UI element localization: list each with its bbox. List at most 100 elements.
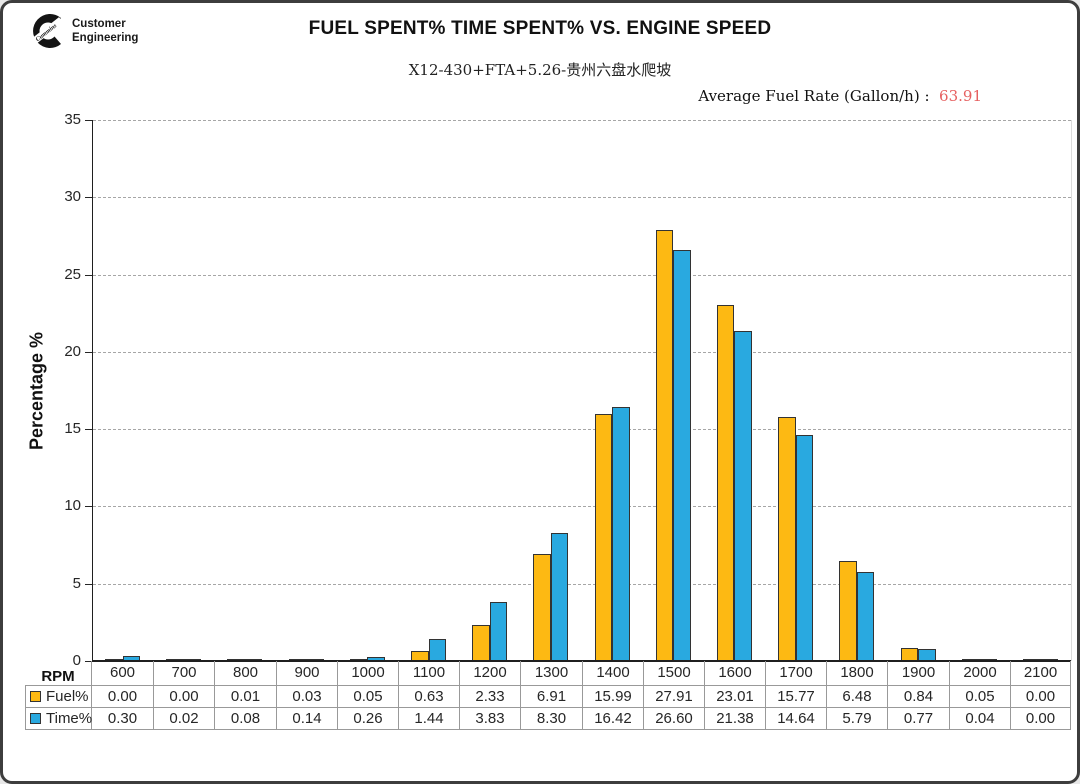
bar-fuel [655, 229, 674, 661]
ytick-mark [85, 661, 92, 662]
gridline [93, 274, 1071, 276]
table-value-cell: 0.63 [398, 686, 459, 708]
xtick-label: 600 [92, 661, 153, 686]
bar-fuel [839, 560, 857, 661]
table-value-cell: 6.48 [826, 686, 887, 708]
xtick-label: 1000 [337, 661, 398, 686]
table-value-cell: 0.00 [92, 686, 153, 708]
series-name: Fuel% [46, 688, 89, 705]
table-value-cell: 14.64 [765, 708, 826, 730]
bar-time [795, 434, 814, 661]
table-value-cell: 0.08 [214, 708, 276, 730]
plot-right-border [1071, 120, 1072, 661]
table-value-cell: 0.01 [214, 686, 276, 708]
table-value-cell: 2.33 [459, 686, 520, 708]
gridline [93, 429, 1071, 431]
table-value-cell: 0.04 [949, 708, 1010, 730]
table-value-cell: 3.83 [459, 708, 520, 730]
table-value-cell: 16.42 [582, 708, 643, 730]
gridline [93, 583, 1071, 585]
xtick-label: 2000 [949, 661, 1010, 686]
table-value-cell: 15.77 [765, 686, 826, 708]
chart-subtitle: X12-430+FTA+5.26-贵州六盘水爬坡 [408, 61, 672, 79]
table-value-cell: 0.77 [887, 708, 949, 730]
ytick-mark [85, 583, 92, 585]
ytick-mark [85, 351, 92, 353]
table-value-cell: 0.14 [276, 708, 337, 730]
ytick-label: 10 [64, 497, 81, 515]
series-name: Time% [46, 710, 93, 727]
legend-swatch-fuel [30, 691, 41, 702]
table-value-cell: 0.02 [153, 708, 214, 730]
ytick-label: 25 [64, 265, 81, 283]
gridline [93, 197, 1071, 199]
bar-fuel [716, 305, 735, 661]
average-fuel-rate-label: Average Fuel Rate (Gallon/h) : [698, 87, 940, 105]
table-value-cell: 5.79 [826, 708, 887, 730]
ytick-label: 20 [64, 342, 81, 360]
table-value-cell: 0.05 [949, 686, 1010, 708]
table-value-cell: 26.60 [643, 708, 704, 730]
bar-fuel [594, 413, 613, 661]
table-value-cell: 0.00 [1010, 708, 1071, 730]
chart-title: FUEL SPENT% TIME SPENT% VS. ENGINE SPEED [308, 18, 772, 39]
table-value-cell: 0.05 [337, 686, 398, 708]
logo-text: Customer Engineering [72, 17, 138, 46]
gridline [93, 506, 1071, 508]
xtick-label: 1600 [704, 661, 765, 686]
bar-time [550, 532, 569, 661]
table-value-cell: 0.26 [337, 708, 398, 730]
ytick-mark [85, 120, 92, 121]
bar-time [734, 330, 752, 661]
table-value-cell: 27.91 [643, 686, 704, 708]
bar-fuel [533, 554, 551, 661]
xtick-label: 1900 [887, 661, 949, 686]
ytick-mark [85, 429, 92, 431]
table-value-cell: 8.30 [520, 708, 582, 730]
table-value-cell: 6.91 [520, 686, 582, 708]
bar-fuel [778, 417, 796, 661]
ytick-mark [85, 197, 92, 199]
xtick-label: 900 [276, 661, 337, 686]
ytick-label: 15 [64, 420, 81, 438]
logo-text-line2: Engineering [72, 32, 139, 44]
legend-swatch-time [30, 713, 41, 724]
table-value-cell: 0.00 [153, 686, 214, 708]
gridline [93, 351, 1071, 353]
logo-text-line1: Customer [72, 17, 126, 30]
gridline [93, 120, 1071, 121]
xtick-label: 2100 [1010, 661, 1071, 686]
ytick-label: 0 [72, 652, 81, 669]
average-fuel-rate: Average Fuel Rate (Gallon/h) : 63.91 [698, 87, 982, 105]
table-value-cell: 0.30 [92, 708, 153, 730]
xtick-label: 700 [153, 661, 214, 686]
table-value-cell: 23.01 [704, 686, 765, 708]
table-value-cell: 15.99 [582, 686, 643, 708]
xtick-label: 1200 [459, 661, 520, 686]
xtick-label: 1800 [826, 661, 887, 686]
bar-time [856, 571, 875, 661]
x-axis-line [92, 660, 1071, 662]
bar-fuel [472, 624, 490, 661]
xtick-label: 800 [214, 661, 276, 686]
xtick-label: 1500 [643, 661, 704, 686]
xtick-label: 1300 [520, 661, 582, 686]
xtick-label: 1100 [398, 661, 459, 686]
series-row-label: Fuel% [25, 686, 92, 708]
ytick-mark [85, 274, 92, 276]
average-fuel-rate-value: 63.91 [939, 87, 982, 105]
table-value-cell: 0.03 [276, 686, 337, 708]
rpm-axis-label: RPM [25, 661, 92, 686]
ytick-label: 5 [72, 574, 81, 592]
xtick-label: 1400 [582, 661, 643, 686]
series-row-label: Time% [25, 708, 92, 730]
table-value-cell: 0.84 [887, 686, 949, 708]
table-value-cell: 21.38 [704, 708, 765, 730]
xtick-label: 1700 [765, 661, 826, 686]
cummins-logo: Cummins Customer Engineering [29, 11, 138, 51]
bar-time [428, 638, 447, 661]
bar-time [673, 249, 691, 661]
table-value-cell: 0.00 [1010, 686, 1071, 708]
ytick-mark [85, 506, 92, 508]
